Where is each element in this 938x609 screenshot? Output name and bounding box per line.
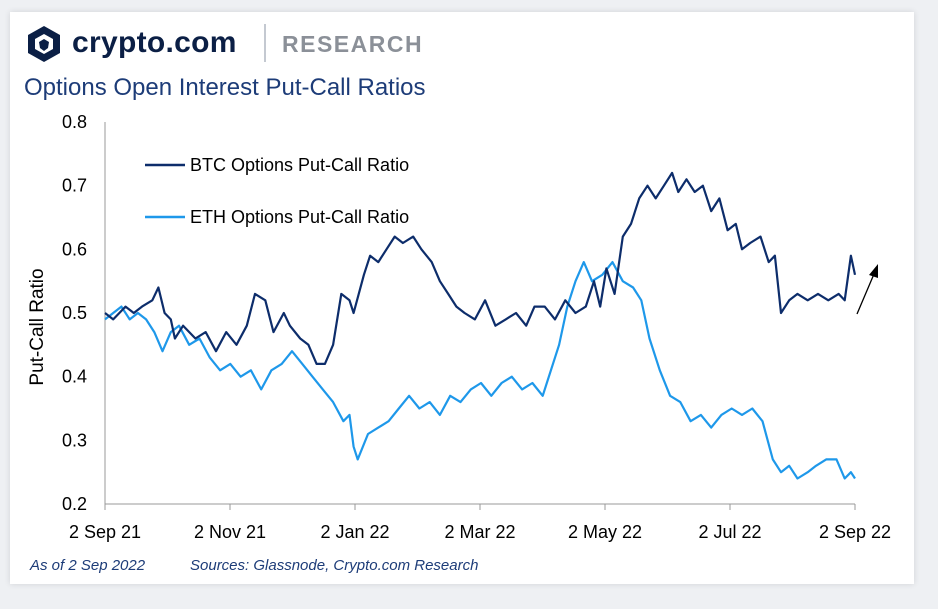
x-tick-label: 2 Jan 22 — [320, 522, 389, 542]
y-tick-label: 0.6 — [62, 239, 87, 259]
brand-divider — [264, 24, 266, 62]
x-tick-label: 2 Jul 22 — [698, 522, 761, 542]
y-tick-label: 0.7 — [62, 176, 87, 196]
crypto-com-lion-icon — [28, 26, 60, 62]
chart-card: crypto.com RESEARCH Options Open Interes… — [10, 12, 914, 584]
eth-series-line — [104, 261, 856, 480]
x-tick-label: 2 Mar 22 — [444, 522, 515, 542]
as-of-note: As of 2 Sep 2022 — [30, 557, 146, 574]
x-tick-label: 2 May 22 — [568, 522, 642, 542]
chart-title: Options Open Interest Put-Call Ratios — [24, 74, 426, 101]
legend-label-eth: ETH Options Put-Call Ratio — [190, 207, 409, 227]
y-tick-label: 0.5 — [62, 303, 87, 323]
y-tick-label: 0.3 — [62, 430, 87, 450]
annotation — [856, 264, 878, 315]
x-tick-label: 2 Sep 22 — [819, 522, 891, 542]
btc-series-line — [104, 171, 857, 365]
arrow-up-icon — [869, 264, 878, 278]
line-chart: 0.8 0.7 0.6 0.5 0.4 0.3 0.2 2 Sep 21 2 Nov 21 2 J… — [27, 112, 891, 542]
brand-header: crypto.com RESEARCH — [24, 24, 444, 64]
legend: BTC Options Put-Call Ratio ETH Options Pu… — [145, 155, 409, 227]
y-tick-label: 0.4 — [62, 367, 87, 387]
brand-name: crypto.com — [72, 26, 237, 59]
legend-label-btc: BTC Options Put-Call Ratio — [190, 155, 409, 175]
annotation-arrow-line — [856, 273, 875, 315]
axes: 0.8 0.7 0.6 0.5 0.4 0.3 0.2 2 Sep 21 2 Nov 21 2 J… — [27, 112, 891, 542]
y-axis-title: Put-Call Ratio — [27, 268, 48, 385]
brand-subtitle: RESEARCH — [282, 31, 424, 57]
sources-note: Sources: Glassnode, Crypto.com Research — [190, 557, 479, 574]
y-tick-label: 0.8 — [62, 112, 87, 132]
series-layer — [104, 171, 857, 480]
x-tick-label: 2 Nov 21 — [194, 522, 266, 542]
x-tick-label: 2 Sep 21 — [69, 522, 141, 542]
y-tick-label: 0.2 — [62, 494, 87, 514]
